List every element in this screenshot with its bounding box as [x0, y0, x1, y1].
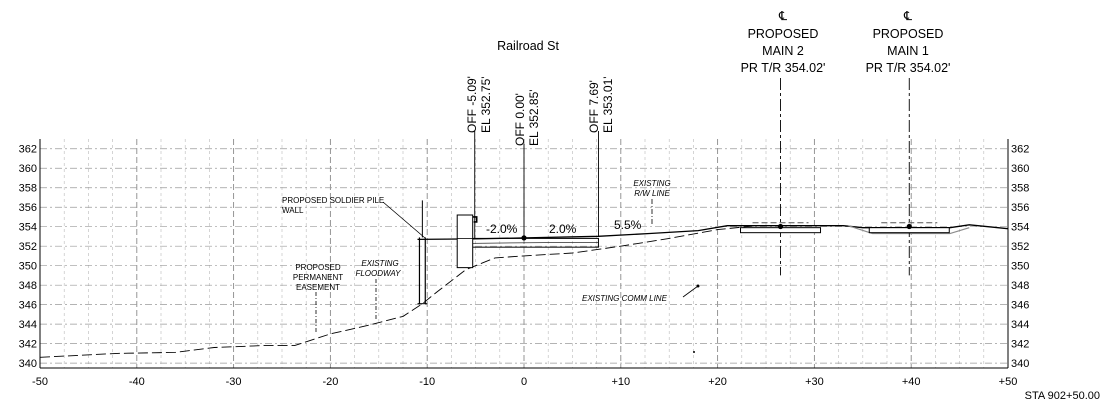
main-2-top-of-rail-point	[777, 223, 784, 230]
y-tick-label-left: 342	[19, 339, 37, 351]
floodway-note-line2: FLOODWAY	[355, 269, 401, 278]
offset-callouts: OFF -5.09' EL 352.75' OFF 0.00' EL 352.8…	[465, 76, 615, 146]
y-tick-label-left: 352	[19, 241, 37, 253]
y-tick-label-left: 358	[19, 183, 37, 195]
comm-line-point	[696, 284, 700, 288]
section-geometry	[39, 78, 1009, 358]
y-tick-label-right: 352	[1011, 241, 1029, 253]
x-tick-label: -40	[129, 376, 145, 388]
slope-right: 5.5%	[614, 218, 642, 232]
callout-right-elevation: EL 353.01'	[601, 76, 615, 133]
y-tick-label-right: 362	[1011, 144, 1029, 156]
y-tick-label-left: 350	[19, 261, 37, 273]
ballast-slope	[848, 225, 970, 235]
main-1-proposed: PROPOSED	[873, 27, 944, 41]
x-tick-label: -10	[419, 376, 435, 388]
y-tick-label-left: 360	[19, 163, 37, 175]
x-tick-label: +30	[805, 376, 824, 388]
axes: 340 340 342 342 344 344 346 346 348 348 350 350 352 3…	[19, 139, 1029, 388]
main-2-cl-symbol: ℄	[778, 9, 788, 23]
y-tick-label-right: 340	[1011, 358, 1029, 370]
comm-line-marker	[693, 351, 695, 353]
main-1-name: MAIN 1	[887, 44, 929, 58]
crown-point	[521, 235, 527, 241]
slope-center: 2.0%	[549, 222, 577, 236]
y-tick-label-left: 344	[19, 319, 37, 331]
x-tick-label: +10	[611, 376, 630, 388]
rw-line-note-line1: EXISTING	[633, 179, 670, 188]
y-tick-label-right: 360	[1011, 163, 1029, 175]
callout-center-offset: OFF 0.00'	[513, 93, 527, 146]
y-tick-label-left: 348	[19, 280, 37, 292]
easement-note-line2: PERMANENT	[293, 273, 343, 282]
x-tick-label: +20	[708, 376, 727, 388]
y-tick-label-right: 350	[1011, 261, 1029, 273]
street-name: Railroad St	[497, 39, 559, 53]
x-tick-label: +40	[902, 376, 921, 388]
x-tick-label: -30	[226, 376, 242, 388]
soldier-pile-leader	[382, 201, 426, 239]
callout-center-elevation: EL 352.85'	[527, 89, 541, 146]
main-1-label: ℄ PROPOSED MAIN 1 PR T/R 354.02'	[866, 9, 951, 75]
curb-structure	[456, 214, 474, 269]
comm-line-note: EXISTING COMM LINE	[582, 294, 668, 303]
rw-line-note-line2: R/W LINE	[634, 189, 670, 198]
x-tick-label: -50	[32, 376, 48, 388]
station-label: STA 902+50.00	[1025, 390, 1100, 402]
y-tick-label-right: 358	[1011, 183, 1029, 195]
main-2-label: ℄ PROPOSED MAIN 2 PR T/R 354.02'	[741, 9, 826, 75]
y-tick-label-right: 344	[1011, 319, 1029, 331]
x-tick-label: -20	[322, 376, 338, 388]
slope-left: -2.0%	[486, 222, 518, 236]
main-2-name: MAIN 2	[762, 44, 804, 58]
y-tick-label-left: 340	[19, 358, 37, 370]
easement-note-line1: PROPOSED	[295, 263, 341, 272]
x-tick-label: 0	[521, 376, 527, 388]
y-tick-label-left: 346	[19, 300, 37, 312]
main-1-top-of-rail-point	[906, 223, 912, 230]
easement-note-line3: EASEMENT	[296, 283, 340, 292]
main-1-top-of-rail: PR T/R 354.02'	[866, 61, 951, 75]
existing-ground-line	[39, 225, 757, 358]
y-tick-label-left: 362	[19, 144, 37, 156]
y-tick-label-right: 342	[1011, 339, 1029, 351]
callout-left-elevation: EL 352.75'	[479, 76, 493, 133]
y-tick-label-right: 346	[1011, 300, 1029, 312]
callout-left-offset: OFF -5.09'	[465, 76, 479, 133]
y-tick-label-right: 356	[1011, 202, 1029, 214]
pavement-layer-line	[470, 241, 599, 244]
y-tick-label-left: 356	[19, 202, 37, 214]
y-tick-label-right: 348	[1011, 280, 1029, 292]
main-2-proposed: PROPOSED	[748, 27, 819, 41]
soldier-pile-note-line1: PROPOSED SOLDIER PILE	[282, 196, 384, 205]
y-tick-label-left: 354	[19, 222, 37, 234]
soldier-pile-note-line2: WALL	[282, 206, 304, 215]
comm-line-leader	[682, 285, 699, 298]
x-tick-label: +50	[999, 376, 1018, 388]
main-2-top-of-rail: PR T/R 354.02'	[741, 61, 826, 75]
main-1-cl-symbol: ℄	[903, 9, 913, 23]
callout-right-offset: OFF 7.69'	[587, 80, 601, 133]
y-tick-label-right: 354	[1011, 222, 1029, 234]
floodway-note-line1: EXISTING	[361, 259, 398, 268]
